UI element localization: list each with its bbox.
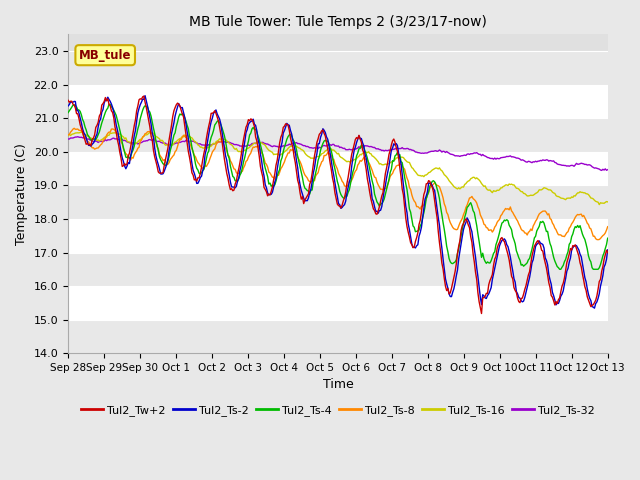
Legend: Tul2_Tw+2, Tul2_Ts-2, Tul2_Ts-4, Tul2_Ts-8, Tul2_Ts-16, Tul2_Ts-32: Tul2_Tw+2, Tul2_Ts-2, Tul2_Ts-4, Tul2_Ts… xyxy=(76,400,600,420)
Bar xyxy=(68,185,608,219)
X-axis label: Time: Time xyxy=(323,378,353,392)
Bar xyxy=(68,152,608,185)
Bar xyxy=(68,219,608,252)
Y-axis label: Temperature (C): Temperature (C) xyxy=(15,143,28,245)
Bar xyxy=(68,118,608,152)
Bar xyxy=(68,51,608,84)
Bar xyxy=(68,286,608,320)
Title: MB Tule Tower: Tule Temps 2 (3/23/17-now): MB Tule Tower: Tule Temps 2 (3/23/17-now… xyxy=(189,15,487,29)
Bar xyxy=(68,252,608,286)
Bar xyxy=(68,320,608,353)
Text: MB_tule: MB_tule xyxy=(79,48,131,62)
Bar xyxy=(68,84,608,118)
